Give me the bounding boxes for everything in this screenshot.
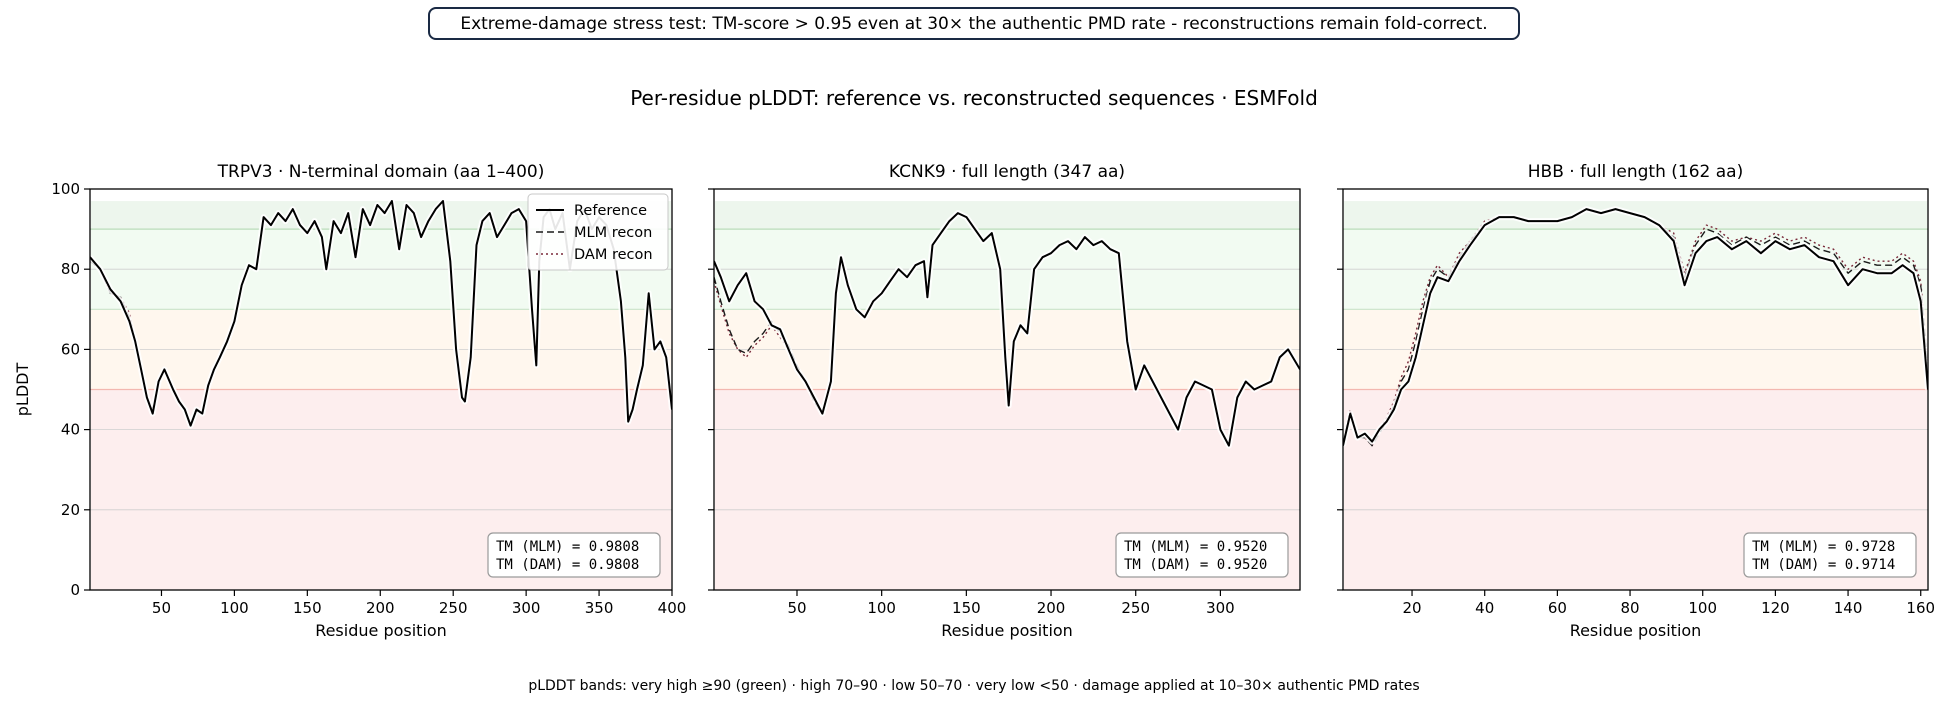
tm-score-label: TM (MLM) = 0.9520: [1124, 539, 1267, 555]
x-tick-label: 80: [1621, 599, 1640, 617]
x-tick-label: 50: [152, 599, 171, 617]
tm-score-label: TM (DAM) = 0.9808: [496, 557, 639, 573]
series-group: [1343, 206, 1928, 447]
legend-label: MLM recon: [574, 225, 652, 241]
x-tick-label: 200: [1037, 599, 1066, 617]
x-tick-label: 40: [1475, 599, 1494, 617]
suptitle: Per-residue pLDDT: reference vs. reconst…: [630, 86, 1318, 110]
banner: Extreme-damage stress test: TM-score > 0…: [428, 7, 1520, 40]
x-axis-label: Residue position: [1570, 621, 1702, 640]
panel-title: KCNK9 · full length (347 aa): [889, 162, 1125, 182]
tm-score-label: TM (DAM) = 0.9520: [1124, 557, 1267, 573]
x-axis-label: Residue position: [315, 621, 447, 640]
panel-title: TRPV3 · N-terminal domain (aa 1–400): [217, 162, 545, 182]
x-tick-label: 20: [1402, 599, 1421, 617]
legend: Reference MLM recon DAM recon: [527, 193, 669, 271]
axes-frame: [713, 188, 1301, 591]
tm-score-label: TM (MLM) = 0.9808: [496, 539, 639, 555]
axes-frame: [1342, 188, 1929, 591]
x-tick-label: 300: [1206, 599, 1235, 617]
chart-panel-2: 50 100 150 200 250 300 KCNK9 · full length (34…: [708, 162, 1301, 640]
legend-label: Reference: [574, 203, 647, 219]
x-tick-label: 150: [952, 599, 981, 617]
chart-panel-1: 50 100 150 200 250 300 350 400 0 20 40 60 80 100 TRPV3…: [13, 162, 686, 640]
y-tick-label: 60: [61, 340, 80, 358]
y-tick-label: 100: [51, 180, 80, 198]
panels: 50 100 150 200 250 300 350 400 0 20 40 60 80 100 TRPV3…: [13, 162, 1935, 640]
tm-score-label: TM (DAM) = 0.9714: [1752, 557, 1895, 573]
x-tick-label: 50: [787, 599, 806, 617]
legend-label: DAM recon: [574, 247, 653, 263]
banner-box: [428, 7, 1520, 40]
x-axis-label: Residue position: [941, 621, 1073, 640]
tm-score-label: TM (MLM) = 0.9728: [1752, 539, 1895, 555]
series-line-reference: [1343, 208, 1928, 446]
x-tick-label: 120: [1761, 599, 1790, 617]
x-tick-label: 400: [658, 599, 687, 617]
tm-score-box: [1743, 532, 1917, 578]
x-tick-label: 350: [585, 599, 614, 617]
y-tick-label: 20: [61, 501, 80, 519]
panel-title: HBB · full length (162 aa): [1528, 162, 1743, 182]
banner-text: Extreme-damage stress test: TM-score > 0…: [460, 14, 1487, 34]
x-tick-label: 250: [439, 599, 468, 617]
series-group: [714, 210, 1300, 449]
x-tick-label: 200: [366, 599, 395, 617]
chart-panel-3: 20 40 60 80 100 120 140 160 HBB · full length (1…: [1337, 162, 1935, 640]
x-tick-label: 300: [512, 599, 541, 617]
x-tick-label: 140: [1834, 599, 1863, 617]
x-tick-label: 150: [293, 599, 322, 617]
series-line-mlm-recon: [1343, 208, 1928, 447]
tm-score-box: [487, 532, 661, 578]
y-tick-label: 80: [61, 260, 80, 278]
tm-score-box: [1115, 532, 1289, 578]
x-tick-label: 100: [867, 599, 896, 617]
legend-box: [527, 193, 669, 271]
x-tick-label: 60: [1548, 599, 1567, 617]
y-axis-label: pLDDT: [13, 363, 32, 417]
x-tick-label: 250: [1121, 599, 1150, 617]
y-tick-label: 0: [70, 581, 80, 599]
x-tick-label: 160: [1906, 599, 1935, 617]
series-line-reference: [714, 212, 1300, 447]
series-line-dam-recon: [1343, 208, 1928, 447]
plddt-band: [715, 201, 1299, 230]
y-tick-label: 40: [61, 421, 80, 439]
x-tick-label: 100: [1688, 599, 1717, 617]
footer-note: pLDDT bands: very high ≥90 (green) · hig…: [528, 678, 1419, 694]
x-tick-label: 100: [220, 599, 249, 617]
axes-frame: [89, 188, 673, 591]
